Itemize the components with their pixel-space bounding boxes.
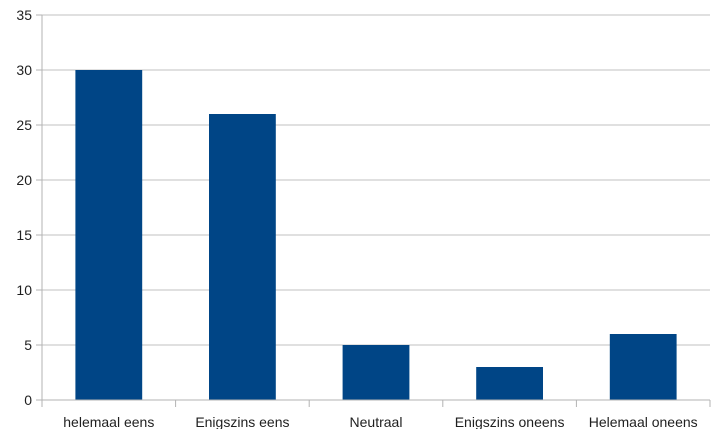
y-tick-label: 15 xyxy=(16,227,32,243)
y-tick-label: 0 xyxy=(24,392,32,408)
x-tick-label: Enigszins oneens xyxy=(455,414,565,429)
x-tick-labels: helemaal eens Enigszins eens Neutraal Enigs… xyxy=(63,414,697,429)
bar xyxy=(209,114,276,400)
y-tick-labels: 0 5 10 15 20 25 30 35 xyxy=(16,7,32,408)
x-tick-label: Enigszins eens xyxy=(195,414,289,429)
y-tick-label: 5 xyxy=(24,337,32,353)
x-tick-label: helemaal eens xyxy=(63,414,154,429)
bar xyxy=(343,345,410,400)
x-tick-label: Helemaal oneens xyxy=(589,414,698,429)
y-tick-label: 30 xyxy=(16,62,32,78)
bar xyxy=(476,367,543,400)
bar xyxy=(610,334,677,400)
y-tick-label: 25 xyxy=(16,117,32,133)
x-tick-label: Neutraal xyxy=(350,414,403,429)
y-tick-label: 10 xyxy=(16,282,32,298)
bar xyxy=(75,70,142,400)
y-tick-label: 20 xyxy=(16,172,32,188)
y-tick-label: 35 xyxy=(16,7,32,23)
